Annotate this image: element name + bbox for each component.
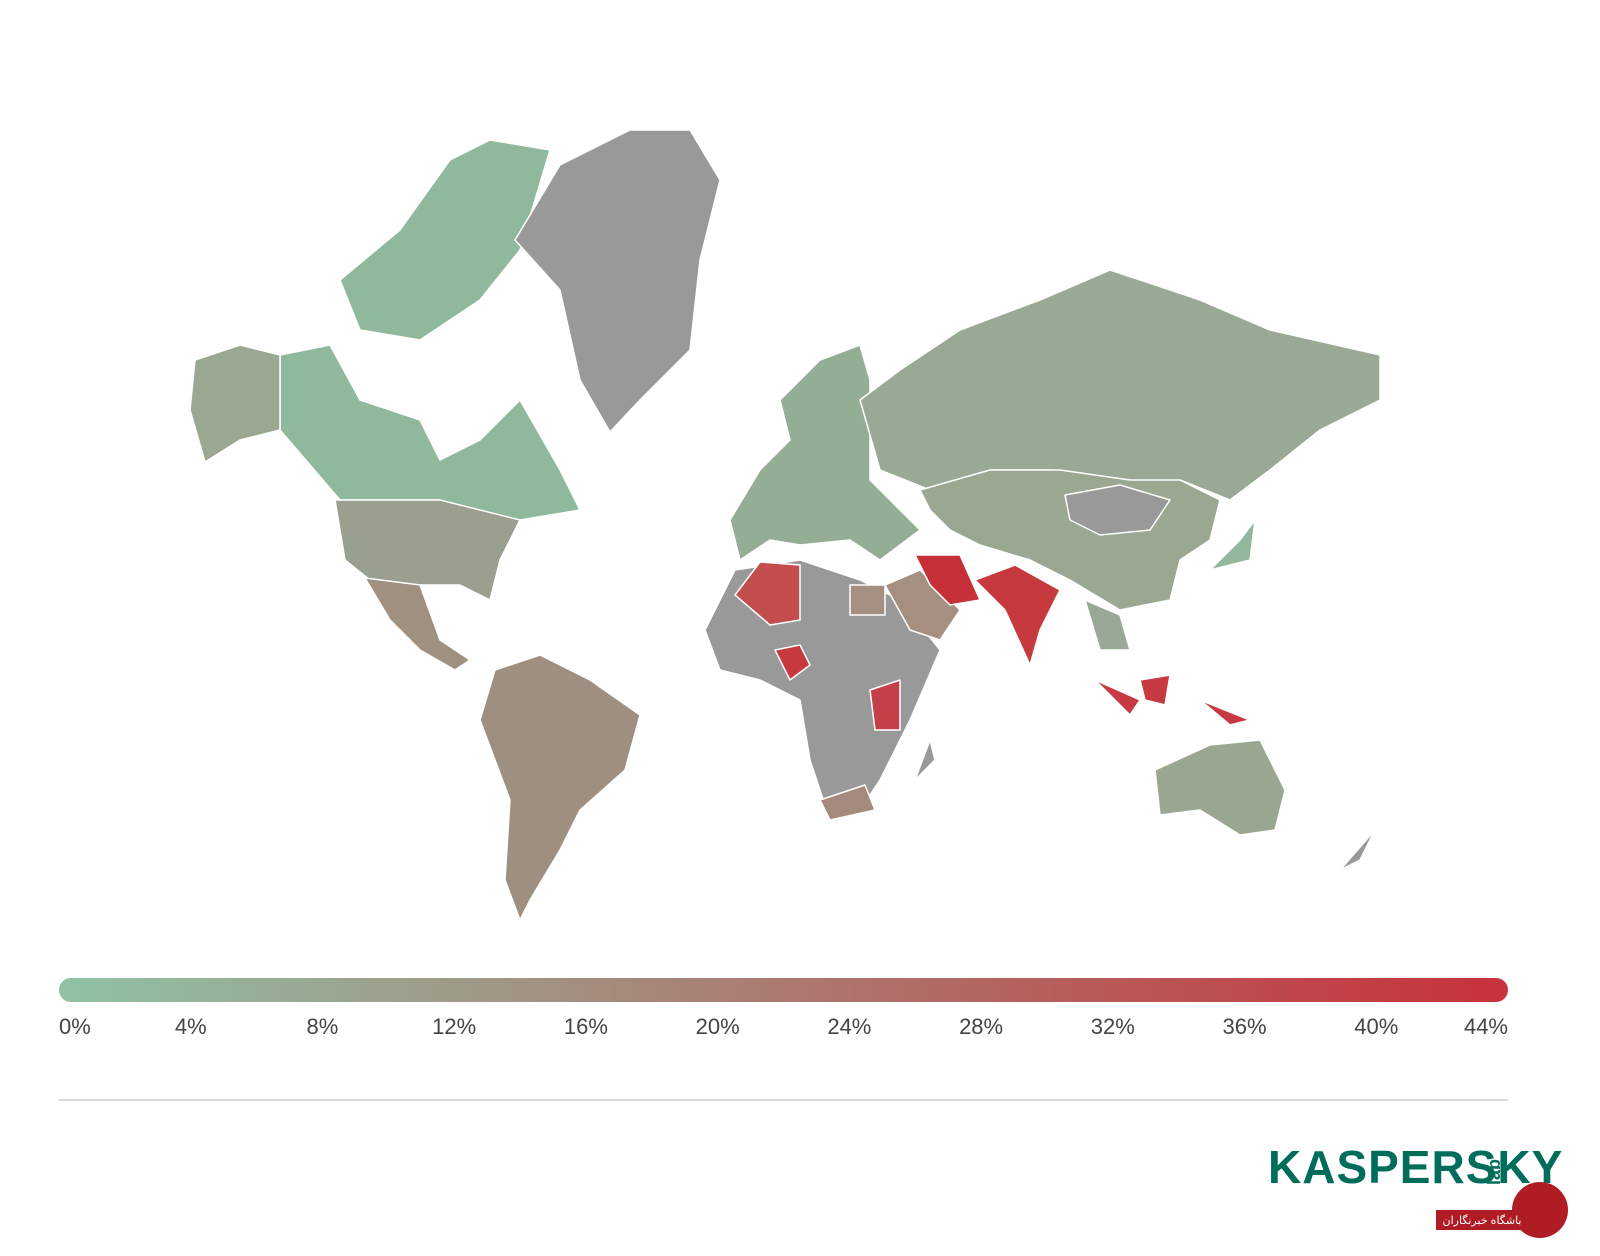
legend-tick-label: 8% [307, 1014, 339, 1039]
watermark-band [1436, 1210, 1528, 1230]
legend-tick-label: 44% [1464, 1014, 1508, 1039]
arctic-islands [339, 139, 551, 341]
algeria [734, 561, 801, 626]
new-guinea [1199, 699, 1251, 726]
sumatra [1094, 679, 1141, 716]
russia [859, 269, 1381, 501]
legend-ticks: 0% 4% 8% 12% 16% 20% 24% 28% 32% 36% 40% 44% [59, 1014, 1508, 1039]
legend-tick-label: 20% [696, 1014, 740, 1039]
iran [914, 554, 981, 606]
usa [334, 499, 521, 601]
greenland [514, 129, 721, 433]
europe [729, 344, 921, 561]
legend-tick-label: 36% [1223, 1014, 1267, 1039]
south-africa [819, 784, 876, 821]
watermark-text: باشگاه خبرنگاران [1443, 1214, 1522, 1227]
legend-tick-label: 28% [959, 1014, 1003, 1039]
legend-tick-label: 40% [1354, 1014, 1398, 1039]
legend-tick-label: 32% [1091, 1014, 1135, 1039]
south-asia [974, 564, 1061, 666]
mongolia [1064, 484, 1171, 536]
mexico [364, 577, 471, 671]
legend-tick-label: 4% [175, 1014, 207, 1039]
egypt [849, 584, 886, 616]
kenya-tanzania [869, 679, 901, 731]
southeast-asia [1084, 599, 1131, 651]
borneo [1139, 674, 1171, 706]
canada [279, 344, 581, 521]
arabia [884, 569, 961, 641]
alaska [189, 344, 281, 463]
logo-brand: KASPERSKY [1268, 1141, 1563, 1193]
logo-suffix: lab [1484, 1159, 1504, 1185]
legend-tick-label: 16% [564, 1014, 608, 1039]
new-zealand [1339, 829, 1376, 871]
legend-tick-label: 0% [59, 1014, 91, 1039]
legend-tick-label: 24% [827, 1014, 871, 1039]
legend-tick-label: 12% [432, 1014, 476, 1039]
south-america [479, 654, 641, 921]
japan [1209, 519, 1256, 571]
color-scale-bar [59, 978, 1508, 1002]
australia [1154, 739, 1286, 836]
world-map [189, 129, 1381, 921]
madagascar [914, 739, 936, 781]
nigeria [774, 644, 811, 681]
